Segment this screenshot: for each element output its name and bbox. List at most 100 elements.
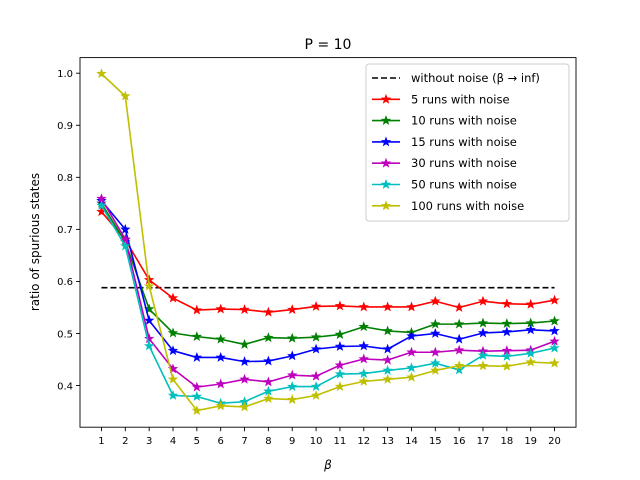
legend-marker: [380, 200, 392, 211]
data-point: [215, 333, 226, 344]
x-tick-label: 9: [289, 436, 295, 447]
y-tick-label: 0.9: [57, 121, 73, 132]
x-tick-label: 16: [453, 436, 466, 447]
data-point: [215, 303, 226, 314]
y-tick-label: 0.6: [57, 277, 73, 288]
data-point: [239, 356, 250, 367]
data-point: [430, 365, 441, 375]
y-tick-label: 0.8: [57, 173, 73, 184]
data-point: [191, 304, 203, 315]
data-point: [453, 318, 465, 329]
data-point: [191, 351, 203, 362]
data-point: [120, 240, 131, 251]
x-tick-label: 18: [500, 436, 513, 447]
data-point: [549, 294, 560, 305]
data-point: [215, 351, 226, 362]
data-point: [358, 353, 369, 364]
series-5: [96, 199, 560, 408]
data-point: [430, 346, 441, 357]
data-point: [215, 378, 226, 389]
data-point: [167, 373, 179, 384]
data-point: [287, 350, 298, 361]
data-point: [406, 330, 417, 341]
data-point: [334, 359, 346, 370]
data-point: [525, 347, 536, 358]
series-line: [100, 211, 555, 313]
data-point: [430, 328, 441, 338]
x-tick-label: 14: [405, 436, 418, 447]
data-point: [358, 340, 369, 351]
data-point: [239, 338, 250, 349]
x-tick-label: 15: [429, 436, 442, 447]
legend-label: 5 runs with noise: [411, 92, 510, 106]
legend-label: 30 runs with noise: [411, 156, 517, 170]
legend-item: 10 runs with noise: [372, 114, 517, 128]
data-point: [453, 344, 465, 355]
data-point: [358, 375, 369, 386]
data-point: [549, 342, 560, 353]
series-line: [100, 73, 555, 412]
data-point: [358, 321, 369, 332]
data-point: [382, 365, 393, 375]
data-point: [263, 332, 274, 343]
data-point: [310, 370, 322, 381]
data-point: [549, 357, 560, 368]
x-tick-label: 17: [477, 436, 490, 447]
data-point: [191, 331, 203, 342]
data-point: [549, 325, 560, 336]
data-point: [525, 324, 536, 335]
data-point: [287, 332, 298, 343]
data-point: [525, 356, 536, 367]
x-tick-label: 19: [524, 436, 537, 447]
data-point: [191, 405, 203, 415]
data-point: [96, 68, 107, 79]
data-point: [382, 373, 393, 384]
x-tick-label: 7: [241, 436, 247, 447]
data-point: [239, 401, 250, 412]
legend-item: 50 runs with noise: [372, 178, 517, 192]
legend-label: 10 runs with noise: [411, 114, 517, 128]
x-tick-label: 1: [98, 436, 104, 447]
y-tick-label: 0.5: [57, 329, 73, 340]
data-point: [310, 381, 322, 392]
x-tick-label: 5: [194, 436, 200, 447]
data-point: [287, 369, 298, 380]
data-point: [358, 368, 369, 378]
data-point: [191, 381, 203, 392]
data-point: [382, 343, 393, 354]
data-point: [143, 340, 155, 351]
data-point: [501, 350, 513, 361]
series-line: [100, 200, 555, 363]
data-point: [406, 371, 417, 382]
data-point: [453, 364, 465, 375]
chart-marks: [96, 68, 560, 415]
data-point: [120, 90, 131, 101]
data-point: [358, 301, 369, 312]
data-point: [310, 300, 322, 311]
data-point: [525, 298, 536, 309]
series-line: [100, 198, 555, 388]
legend-marker: [380, 179, 392, 189]
data-point: [430, 318, 441, 329]
data-point: [167, 292, 179, 303]
data-point: [263, 355, 274, 366]
data-point: [406, 301, 417, 312]
axes: 1 2 3 4 5 6 7 8 9 10 11 12 13 14 15 16 17 18 19 200.40.50.6…: [57, 57, 577, 447]
legend-item: 5 runs with noise: [372, 92, 510, 106]
data-point: [310, 343, 322, 354]
x-tick-label: 2: [122, 436, 128, 447]
data-point: [453, 302, 465, 312]
data-point: [453, 333, 465, 344]
y-tick-label: 0.4: [57, 381, 73, 392]
data-point: [239, 304, 250, 314]
data-point: [143, 280, 155, 291]
legend-label: 15 runs with noise: [411, 135, 517, 149]
data-point: [263, 376, 274, 387]
series-line: [100, 202, 555, 346]
series-6: [96, 68, 560, 415]
legend-item: without noise (β → inf): [372, 71, 540, 85]
x-tick-label: 20: [548, 436, 561, 447]
legend-marker: [380, 115, 392, 126]
chart-title: P = 10: [305, 37, 352, 53]
data-point: [453, 360, 465, 371]
